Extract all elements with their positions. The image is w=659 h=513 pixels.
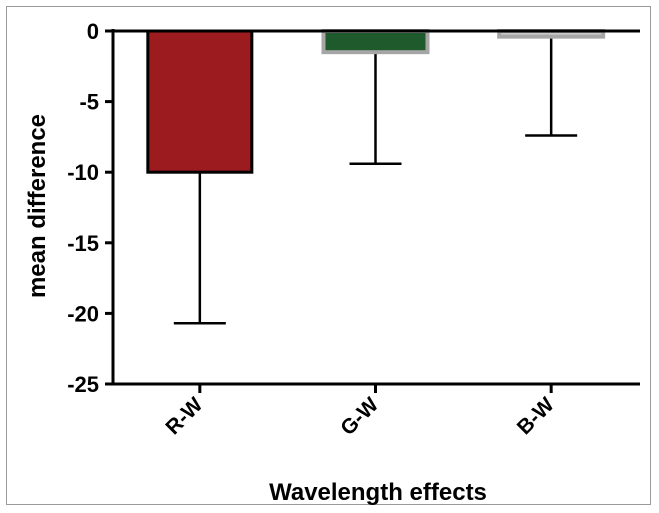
x-tick-label-g-w: G-W [336,393,383,440]
y-tick-label: -20 [67,301,99,326]
y-axis-title: mean difference [24,114,51,298]
y-tick-label: -10 [67,160,99,185]
bar-g-w [321,29,430,55]
y-tick-label: -25 [67,372,99,397]
bars-layer [146,29,606,325]
y-tick-label: -5 [79,90,99,115]
x-tick-label-b-w: B-W [513,393,559,439]
x-tick-label-r-w: R-W [161,393,207,439]
y-tick-label: -15 [67,231,99,256]
bar-r-w [146,29,254,174]
y-tick-label: 0 [87,19,99,44]
labels-layer: 0 -5 -10 -15 -20 -25 R-W G-W B-W [67,19,559,440]
x-axis-title: Wavelength effects [269,479,487,506]
axes-layer [105,29,640,393]
